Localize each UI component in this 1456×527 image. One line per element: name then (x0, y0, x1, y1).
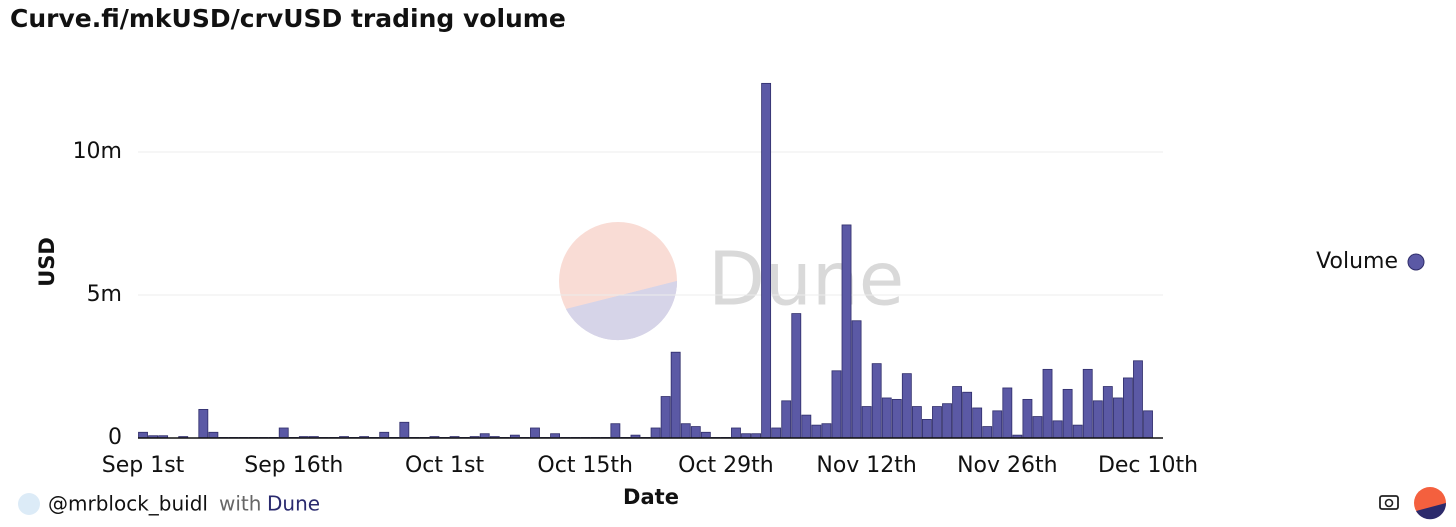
legend-label: Volume (1316, 249, 1398, 274)
bar (791, 313, 802, 439)
author: @mrblock_buidl (48, 492, 208, 516)
y-tick-label: 5m (87, 282, 122, 307)
bar (1002, 387, 1013, 439)
x-tick-label: Dec 10th (1098, 453, 1198, 478)
avatar (18, 493, 40, 515)
legend-marker (1407, 253, 1425, 271)
bar (801, 414, 812, 439)
bar (821, 423, 832, 439)
bar (932, 406, 942, 439)
bar (1072, 424, 1083, 439)
bar (680, 423, 691, 439)
bar (700, 431, 711, 439)
x-tick-label: Oct 29th (678, 453, 774, 478)
bar (1052, 420, 1063, 439)
bar (1133, 360, 1143, 439)
bar (851, 320, 862, 439)
chart-title: Curve.fi/mkUSD/crvUSD trading volume (10, 4, 566, 33)
bar (530, 427, 540, 439)
bar (952, 386, 962, 439)
x-tick-label: Oct 15th (537, 453, 633, 478)
bar (1042, 368, 1053, 439)
bar (972, 407, 983, 439)
watermark: Dune (559, 222, 904, 341)
bar (731, 427, 741, 439)
bar (399, 421, 410, 439)
x-axis-label: Date (623, 485, 679, 509)
bar (138, 431, 148, 439)
bar (198, 408, 209, 439)
bar (922, 419, 932, 439)
bar (831, 370, 842, 439)
bar (841, 224, 852, 439)
bar (891, 398, 902, 439)
bar (1102, 386, 1113, 439)
x-tick-label: Nov 12th (816, 453, 917, 478)
bar (771, 427, 782, 439)
bar (1022, 398, 1033, 439)
watermark-text: Dune (708, 237, 904, 323)
bar (962, 391, 973, 439)
bar (811, 424, 822, 439)
y-tick-label: 0 (108, 425, 122, 450)
dune-logo-part (1416, 503, 1447, 520)
bar (208, 431, 219, 439)
bar (901, 373, 912, 439)
bar (1062, 388, 1073, 439)
y-axis-label: USD (35, 237, 59, 287)
bar (982, 426, 993, 439)
x-tick-label: Nov 26th (957, 453, 1058, 478)
y-tick-label: 10m (73, 139, 122, 164)
bar (278, 427, 289, 439)
footer-with: with (219, 492, 261, 516)
bar (942, 403, 952, 439)
bar (911, 406, 922, 439)
bar (1143, 410, 1153, 439)
bar (650, 427, 661, 439)
bar (881, 397, 892, 439)
bar (761, 82, 772, 439)
watermark-logo-part (566, 281, 678, 341)
bar (1123, 377, 1133, 439)
bar (610, 423, 621, 439)
footer: @mrblock_buidl with Dune (18, 487, 1447, 520)
bar (670, 351, 681, 439)
footer-brand: Dune (267, 492, 320, 516)
bar (1082, 368, 1093, 439)
bar (781, 400, 792, 439)
bar (992, 410, 1003, 439)
bar (1092, 400, 1103, 439)
bar (871, 363, 882, 439)
bar (1112, 397, 1123, 439)
bar (379, 431, 390, 439)
bar (660, 396, 671, 439)
x-tick-label: Sep 1st (102, 453, 185, 478)
bar (1032, 416, 1043, 439)
camera-icon[interactable] (1379, 495, 1399, 510)
x-tick-label: Sep 16th (244, 453, 343, 478)
x-tick-label: Oct 1st (405, 453, 484, 478)
bar (861, 406, 872, 439)
camera-lens (1384, 498, 1394, 508)
bar (690, 426, 701, 439)
